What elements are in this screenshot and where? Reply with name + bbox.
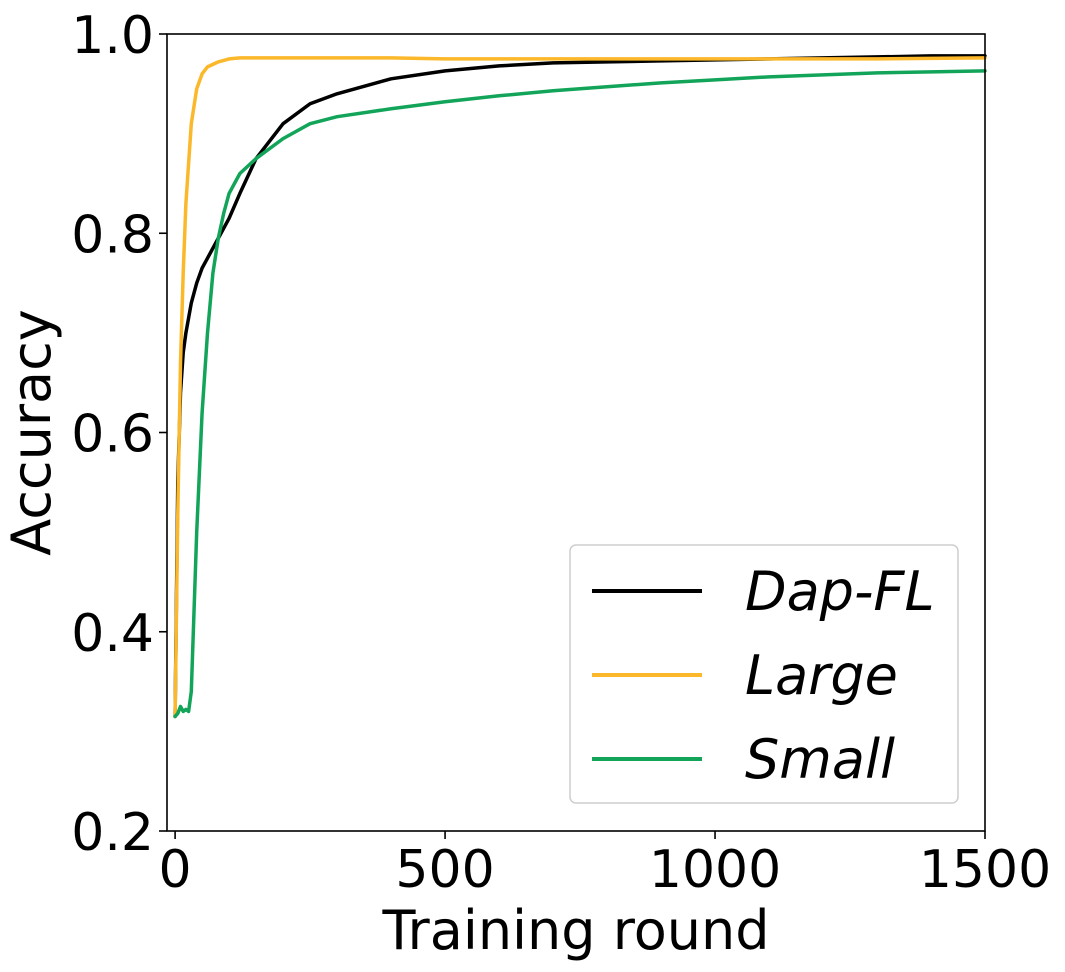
- x-tick-label: 0: [159, 840, 192, 900]
- x-axis-title: Training round: [381, 899, 769, 962]
- y-tick-label: 0.8: [71, 205, 154, 265]
- series-line-large: [173, 56, 987, 719]
- series-layer: [173, 54, 987, 719]
- legend-label-large: Large: [745, 644, 898, 707]
- y-axis-title: Accuracy: [0, 309, 63, 556]
- x-tick-label: 1000: [649, 840, 781, 900]
- x-tick-label: 1500: [919, 840, 1051, 900]
- series-line-small: [173, 69, 987, 719]
- y-tick-label: 1.0: [71, 6, 154, 66]
- y-tick-label: 0.2: [71, 803, 154, 863]
- legend-label-small: Small: [745, 728, 895, 791]
- legend: Dap-FL Large Small: [569, 544, 959, 804]
- y-tick-label: 0.6: [71, 405, 154, 465]
- legend-box: [569, 544, 959, 804]
- y-tick-label: 0.4: [71, 604, 154, 664]
- legend-label-dap-fl: Dap-FL: [745, 560, 935, 623]
- axes-layer: 0 500 1000 1500 0.2 0.4 0.6 0.8 1.0 Training roun…: [0, 6, 1051, 962]
- x-tick-label: 500: [395, 840, 494, 900]
